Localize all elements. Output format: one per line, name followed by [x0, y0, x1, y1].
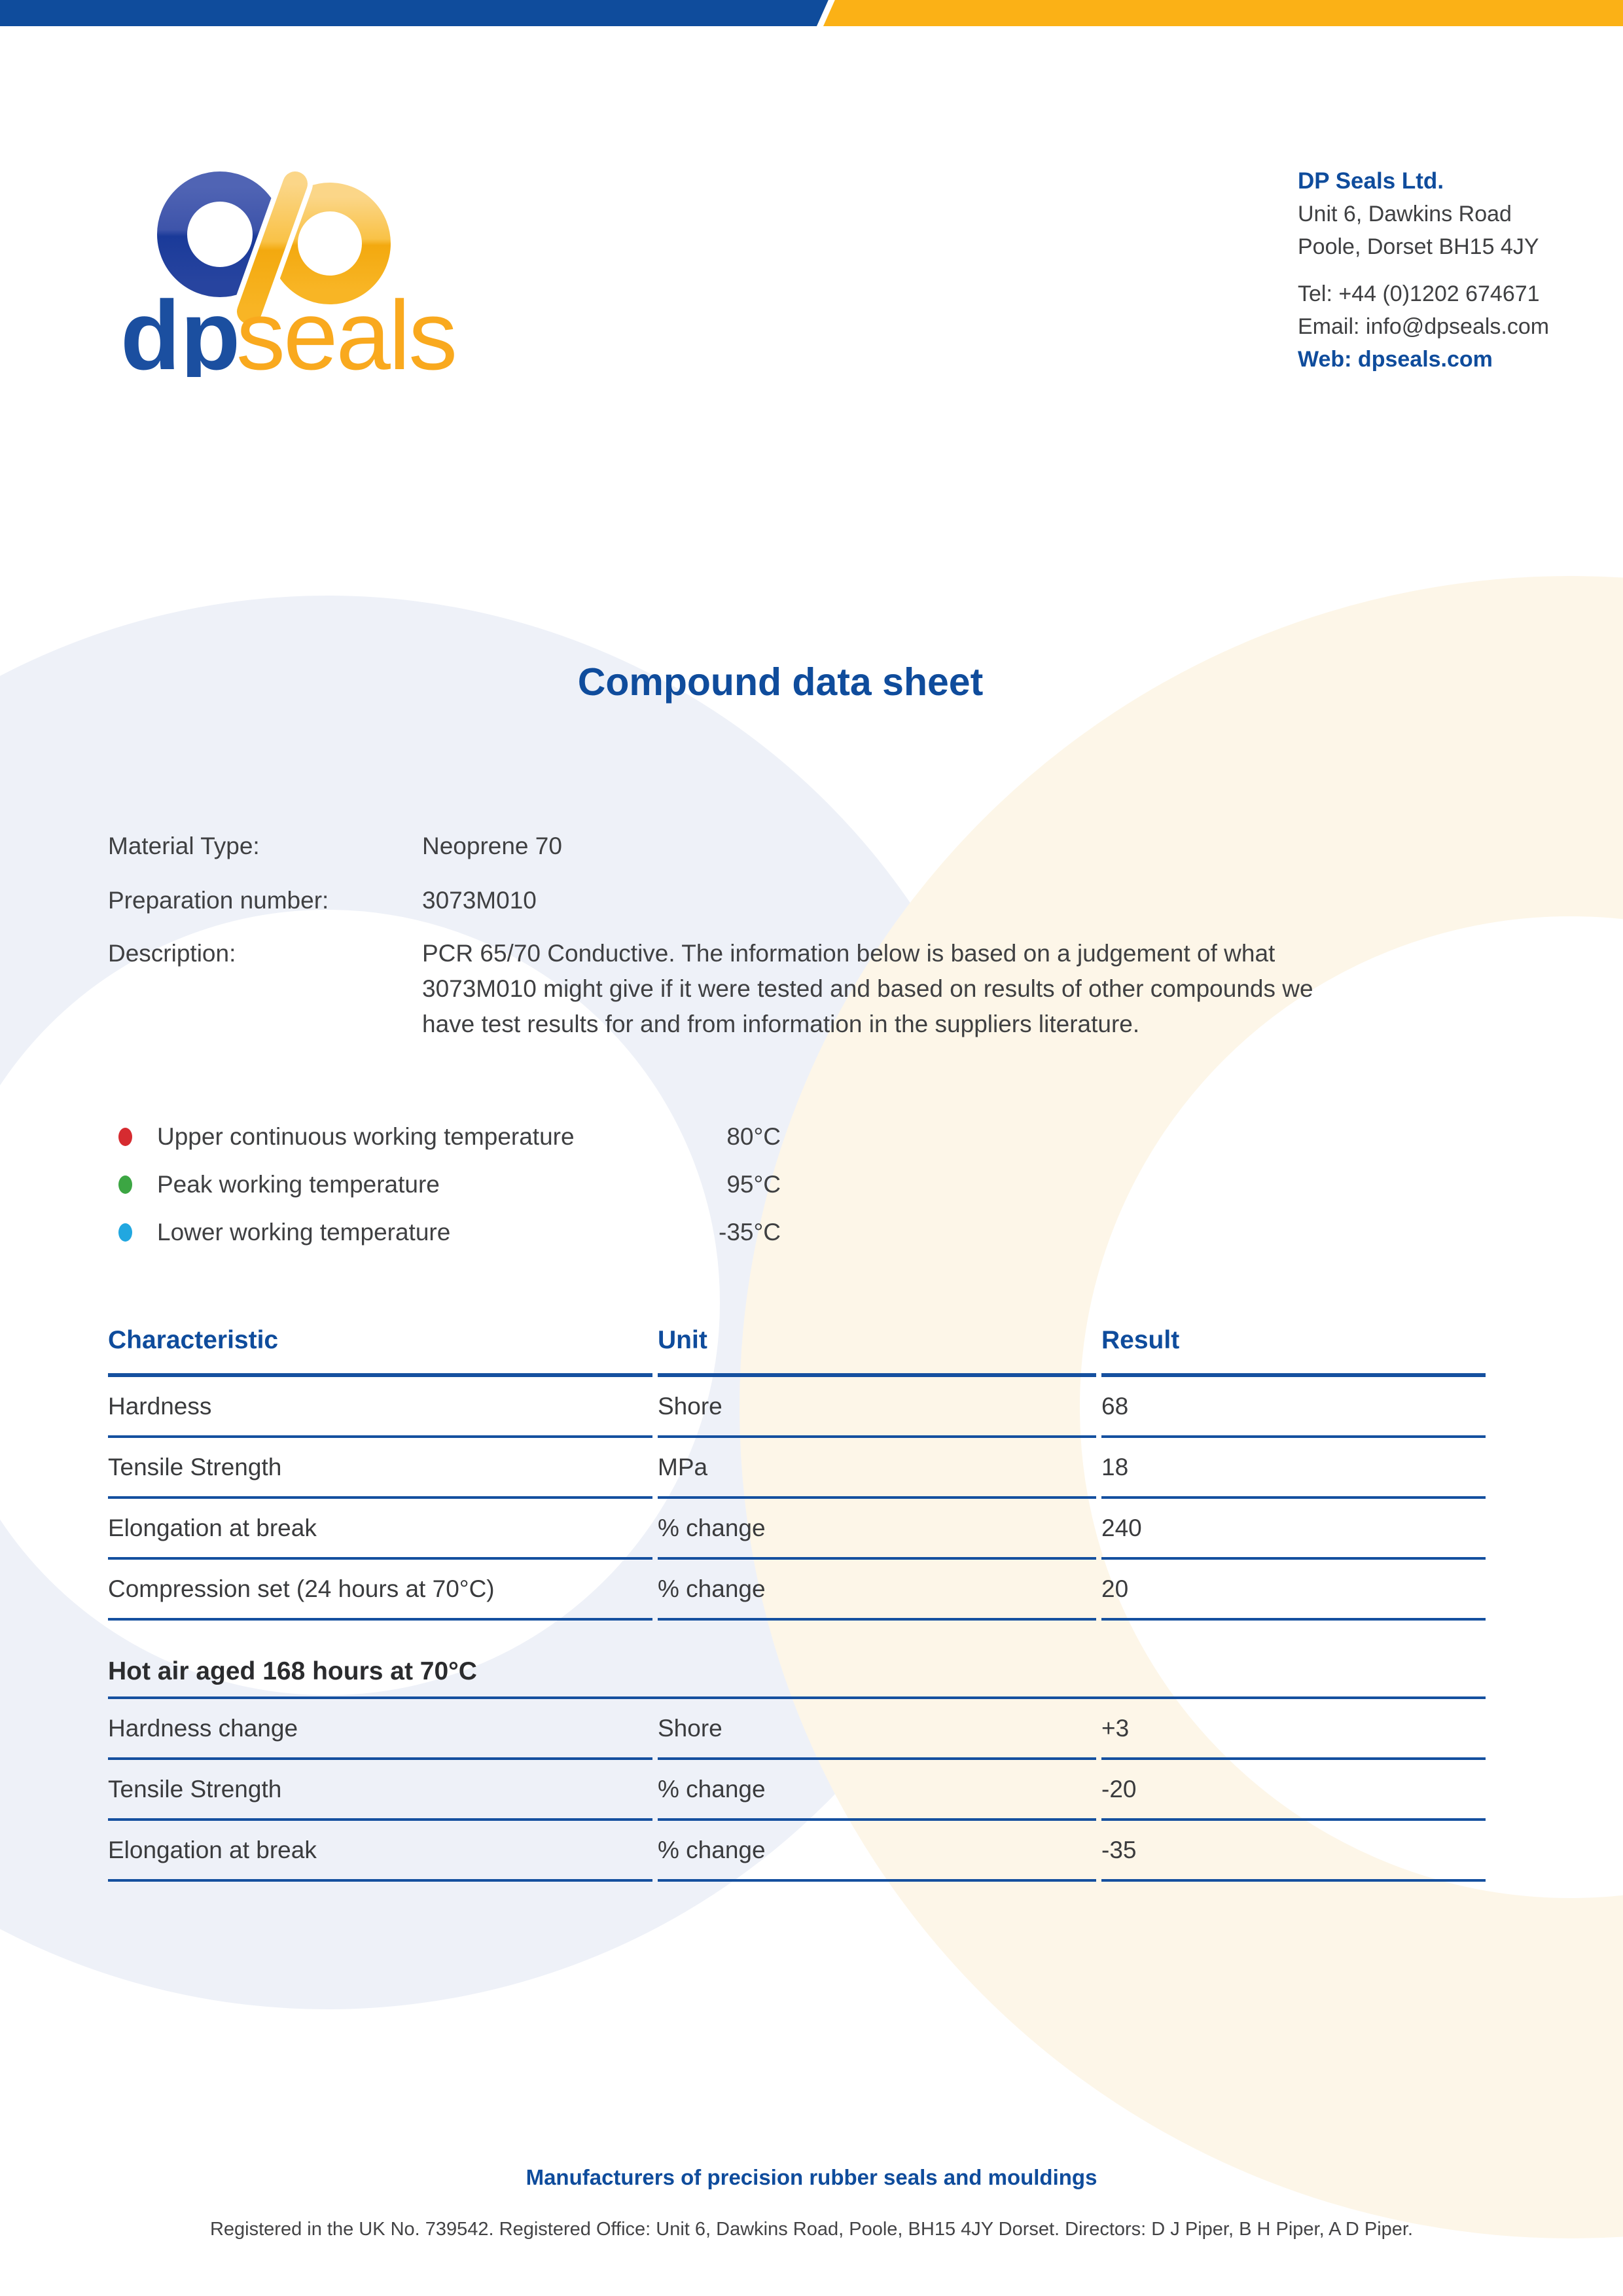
- temperature-value: -35°C: [719, 1218, 781, 1246]
- table-section-header: Hot air aged 168 hours at 70°C: [108, 1621, 1486, 1699]
- green-bullet-icon: [118, 1175, 132, 1194]
- table-cell-unit: % change: [658, 1499, 1096, 1560]
- company-address-line1: Unit 6, Dawkins Road: [1298, 202, 1512, 226]
- temperature-item: Peak working temperature 95°C: [108, 1160, 781, 1208]
- company-web-link[interactable]: Web: dpseals.com: [1298, 347, 1493, 372]
- temperature-value: 95°C: [726, 1170, 781, 1198]
- red-bullet-icon: [118, 1127, 132, 1146]
- table-cell-unit: Shore: [658, 1377, 1096, 1438]
- temperature-label: Lower working temperature: [157, 1218, 451, 1246]
- footer-registration: Registered in the UK No. 739542. Registe…: [209, 2219, 1414, 2240]
- preparation-number-label: Preparation number:: [108, 887, 329, 914]
- column-header-result: Result: [1101, 1309, 1486, 1377]
- table-cell-unit: % change: [658, 1560, 1096, 1621]
- column-header-characteristic: Characteristic: [108, 1309, 652, 1377]
- table-cell-result: -35: [1101, 1821, 1486, 1882]
- table-cell-result: 68: [1101, 1377, 1486, 1438]
- table-cell-characteristic: Compression set (24 hours at 70°C): [108, 1560, 652, 1621]
- temperature-item: Lower working temperature -35°C: [108, 1208, 781, 1256]
- table-cell-result: -20: [1101, 1760, 1486, 1821]
- table-cell-unit: % change: [658, 1821, 1096, 1882]
- table-cell-result: 240: [1101, 1499, 1486, 1560]
- temperature-value: 80°C: [726, 1122, 781, 1150]
- material-type-value: Neoprene 70: [422, 833, 562, 859]
- table-cell-result: 20: [1101, 1560, 1486, 1621]
- footer-tagline: Manufacturers of precision rubber seals …: [526, 2165, 1097, 2189]
- table-cell-characteristic: Elongation at break: [108, 1499, 652, 1560]
- table-cell-characteristic: Tensile Strength: [108, 1438, 652, 1499]
- table-cell-unit: % change: [658, 1760, 1096, 1821]
- company-email-link[interactable]: Email: info@dpseals.com: [1298, 314, 1550, 339]
- description-value: PCR 65/70 Conductive. The information be…: [422, 940, 1313, 1037]
- temperature-label: Upper continuous working temperature: [157, 1122, 575, 1150]
- description-label: Description:: [108, 940, 236, 967]
- temperature-label: Peak working temperature: [157, 1170, 440, 1198]
- table-cell-characteristic: Hardness change: [108, 1699, 652, 1760]
- logo-text-seals: seals: [236, 280, 455, 377]
- blue-bullet-icon: [118, 1223, 132, 1242]
- table-cell-unit: Shore: [658, 1699, 1096, 1760]
- temperature-item: Upper continuous working temperature 80°…: [108, 1113, 781, 1160]
- table-cell-result: +3: [1101, 1699, 1486, 1760]
- table-cell-characteristic: Tensile Strength: [108, 1760, 652, 1821]
- table-cell-characteristic: Hardness: [108, 1377, 652, 1438]
- logo-swoosh-icon: [237, 171, 308, 324]
- top-bar-blue-stripe: [0, 0, 829, 26]
- table-cell-unit: MPa: [658, 1438, 1096, 1499]
- company-name: DP Seals Ltd.: [1298, 168, 1444, 194]
- material-type-label: Material Type:: [108, 833, 260, 859]
- top-bar: [0, 0, 1623, 26]
- material-type-row: Material Type: Neoprene 70: [108, 829, 1345, 864]
- preparation-number-value: 3073M010: [422, 887, 537, 914]
- company-contact-block: DP Seals Ltd. Unit 6, Dawkins Road Poole…: [1298, 165, 1573, 376]
- column-header-unit: Unit: [658, 1309, 1096, 1377]
- temperature-list: Upper continuous working temperature 80°…: [108, 1113, 781, 1256]
- properties-table: Characteristic Unit Result Hardness Shor…: [108, 1309, 1486, 1882]
- dpseals-logo: dp seals: [120, 166, 457, 377]
- watermark-ring-cream: [740, 576, 1623, 2238]
- company-address-line2: Poole, Dorset BH15 4JY: [1298, 234, 1539, 259]
- company-tel: Tel: +44 (0)1202 674671: [1298, 281, 1540, 306]
- table-cell-characteristic: Elongation at break: [108, 1821, 652, 1882]
- logo-text-dp: dp: [120, 280, 240, 377]
- table-cell-result: 18: [1101, 1438, 1486, 1499]
- page-title: Compound data sheet: [577, 660, 984, 704]
- preparation-number-row: Preparation number: 3073M010: [108, 883, 1345, 918]
- description-row: Description: PCR 65/70 Conductive. The i…: [108, 936, 1345, 1042]
